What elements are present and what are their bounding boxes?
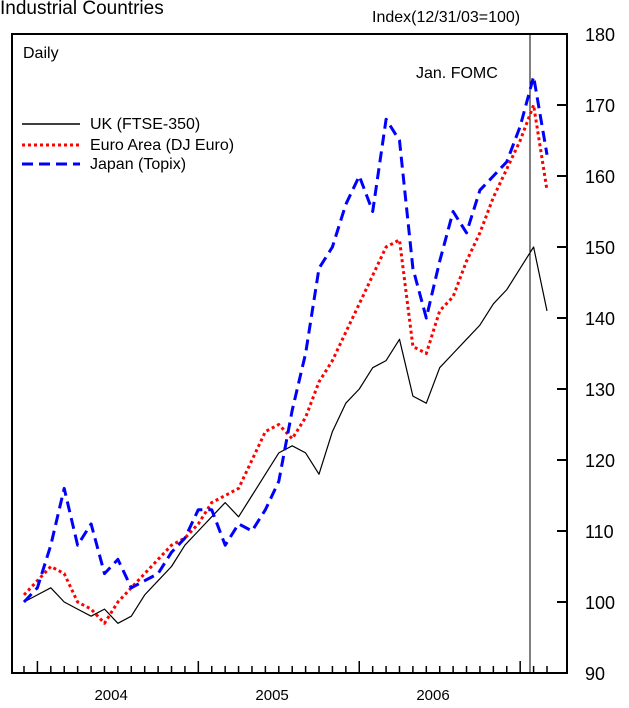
fomc-annotation: Jan. FOMC (416, 65, 498, 82)
y-axis: 90 100 110 120 130 140 150 160 170 180 (557, 25, 615, 684)
series-line-uk (23, 246, 548, 624)
legend-label-uk: UK (FTSE-350) (90, 116, 200, 133)
y-tick-label: 120 (585, 451, 615, 471)
series-line-japan (22, 75, 549, 604)
series-line-euro (22, 103, 549, 625)
y-tick-label: 150 (585, 238, 615, 258)
x-axis: 2004 2005 2006 (23, 661, 548, 704)
legend-label-euro: Euro Area (DJ Euro) (90, 137, 234, 154)
y-tick-label: 180 (585, 25, 615, 45)
y-tick-label: 160 (585, 167, 615, 187)
unit-label: Index(12/31/03=100) (372, 9, 520, 26)
y-tick-label: 140 (585, 309, 615, 329)
series-lines (22, 75, 549, 625)
legend: UK (FTSE-350) Euro Area (DJ Euro) Japan … (22, 116, 234, 173)
frequency-label: Daily (23, 45, 59, 62)
legend-label-japan: Japan (Topix) (90, 156, 186, 173)
chart-title: Industrial Countries (0, 0, 164, 19)
y-tick-label: 130 (585, 380, 615, 400)
y-tick-label: 100 (585, 593, 615, 613)
plot-frame (11, 33, 568, 674)
x-tick-label: 2005 (255, 687, 288, 704)
y-tick-label: 170 (585, 96, 615, 116)
x-tick-label: 2004 (94, 687, 127, 704)
x-tick-label: 2006 (416, 687, 449, 704)
y-tick-label: 110 (585, 522, 614, 542)
y-tick-label: 90 (585, 664, 605, 684)
